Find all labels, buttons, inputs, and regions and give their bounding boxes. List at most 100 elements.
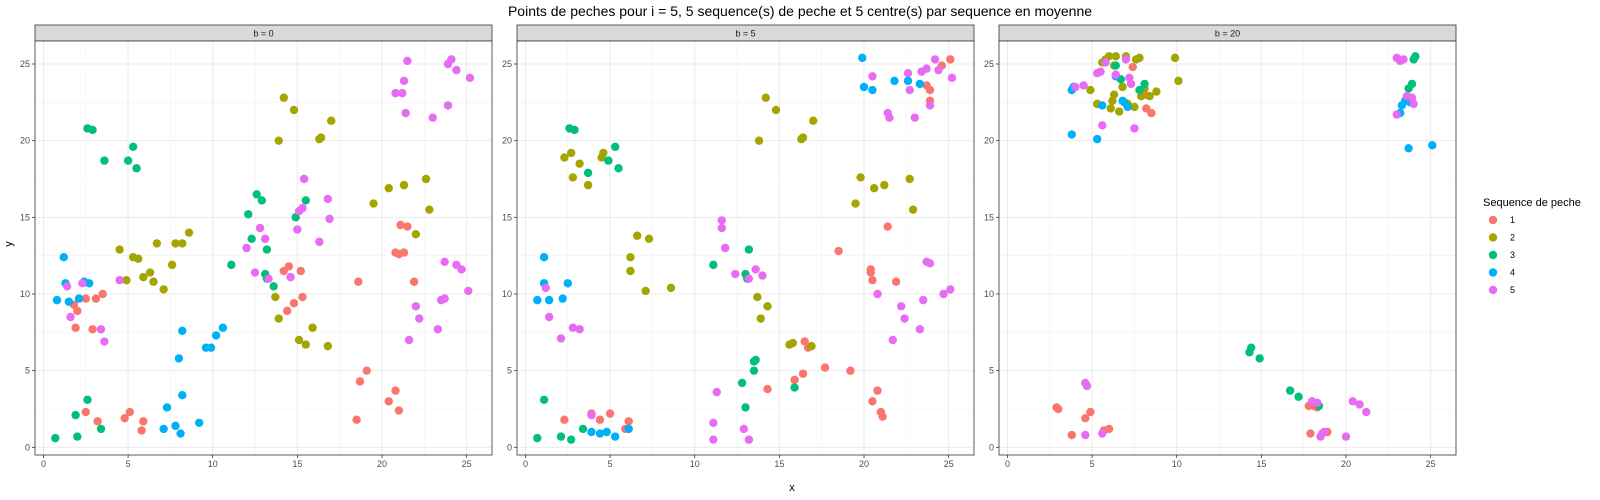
data-point-seq-2 — [274, 136, 283, 145]
x-tick-label: 5 — [608, 459, 613, 469]
data-point-seq-2 — [788, 338, 798, 348]
data-point-seq-1 — [878, 412, 887, 421]
data-point-seq-3 — [709, 260, 718, 270]
data-point-seq-5 — [78, 279, 87, 288]
data-point-seq-3 — [100, 156, 109, 165]
data-point-seq-5 — [751, 265, 760, 274]
data-point-seq-5 — [717, 216, 727, 225]
data-point-seq-5 — [873, 289, 882, 299]
data-point-seq-4 — [84, 279, 94, 288]
x-tick-label: 25 — [462, 459, 472, 469]
data-point-seq-4 — [194, 418, 204, 427]
x-tick-label: 10 — [1172, 459, 1182, 469]
data-point-seq-1 — [560, 415, 569, 424]
data-point-seq-2 — [763, 302, 772, 311]
data-point-seq-5 — [299, 174, 309, 184]
data-point-seq-5 — [925, 259, 935, 268]
data-point-seq-5 — [709, 418, 718, 427]
data-point-seq-5 — [100, 337, 109, 346]
legend-key-4 — [1488, 268, 1498, 277]
data-point-seq-2 — [568, 173, 578, 182]
data-point-seq-1 — [946, 55, 955, 64]
data-point-seq-1 — [394, 406, 404, 415]
data-point-seq-2 — [1111, 52, 1120, 61]
data-point-seq-1 — [98, 289, 107, 299]
y-tick-label: 25 — [20, 59, 30, 69]
data-point-seq-1 — [399, 248, 409, 257]
data-point-seq-5 — [1355, 400, 1364, 409]
data-point-seq-5 — [255, 223, 265, 233]
panel-border — [34, 40, 493, 456]
data-point-seq-2 — [583, 180, 593, 190]
data-point-seq-2 — [134, 254, 143, 263]
data-point-seq-2 — [599, 148, 608, 158]
data-point-seq-1 — [820, 363, 830, 372]
data-point-seq-4 — [859, 82, 869, 92]
data-point-seq-2 — [905, 174, 914, 184]
data-point-seq-5 — [934, 65, 943, 75]
data-point-seq-5 — [922, 64, 931, 73]
data-point-seq-2 — [139, 272, 148, 282]
y-tick-label: 10 — [20, 289, 30, 299]
data-point-seq-3 — [96, 424, 106, 434]
data-point-seq-1 — [891, 277, 901, 286]
data-point-seq-1 — [355, 377, 365, 386]
data-point-seq-3 — [1407, 79, 1417, 89]
x-tick-label: 0 — [41, 459, 46, 469]
data-point-seq-1 — [866, 268, 875, 277]
data-point-seq-2 — [798, 133, 808, 142]
data-point-seq-5 — [587, 410, 596, 420]
data-point-seq-3 — [83, 395, 92, 404]
data-point-seq-5 — [1101, 58, 1110, 67]
data-point-seq-5 — [1130, 124, 1139, 133]
data-point-seq-2 — [560, 153, 569, 162]
data-point-seq-4 — [178, 326, 187, 335]
y-tick-label: 5 — [989, 366, 994, 376]
data-point-seq-2 — [756, 314, 765, 323]
data-point-seq-4 — [890, 76, 899, 86]
data-point-seq-5 — [717, 223, 727, 233]
data-point-seq-2 — [1130, 102, 1139, 112]
data-point-seq-1 — [391, 386, 400, 395]
x-tick-label: 15 — [774, 459, 784, 469]
data-point-seq-4 — [587, 427, 596, 437]
data-point-seq-5 — [720, 243, 730, 253]
data-point-seq-4 — [533, 295, 542, 305]
data-point-seq-1 — [834, 246, 843, 256]
data-point-seq-2 — [145, 268, 155, 277]
data-point-seq-3 — [1135, 85, 1144, 95]
data-point-seq-3 — [51, 433, 60, 443]
x-tick-label: 0 — [1005, 459, 1010, 469]
data-point-seq-3 — [583, 168, 593, 178]
data-point-seq-1 — [137, 426, 146, 435]
data-point-seq-3 — [291, 213, 300, 222]
data-point-seq-5 — [62, 282, 72, 291]
data-point-seq-1 — [352, 415, 361, 424]
data-point-seq-5 — [242, 243, 251, 253]
data-point-seq-1 — [88, 325, 97, 334]
data-point-seq-3 — [132, 164, 141, 173]
data-point-seq-1 — [391, 248, 400, 257]
data-point-seq-3 — [610, 142, 620, 151]
x-tick-label: 10 — [690, 459, 700, 469]
data-point-seq-5 — [556, 334, 566, 343]
data-point-seq-3 — [262, 245, 272, 254]
data-point-seq-5 — [1070, 82, 1080, 92]
data-point-seq-4 — [178, 391, 187, 400]
data-point-seq-4 — [595, 429, 605, 438]
x-tick-label: 15 — [292, 459, 302, 469]
data-point-seq-5 — [286, 272, 295, 282]
y-tick-label: 25 — [984, 59, 994, 69]
y-tick-label: 0 — [25, 442, 30, 452]
data-point-seq-1 — [296, 266, 305, 276]
data-point-seq-5 — [433, 325, 443, 334]
data-point-seq-2 — [1086, 85, 1095, 95]
data-point-seq-3 — [247, 234, 256, 243]
data-point-seq-5 — [440, 294, 449, 303]
data-point-seq-1 — [282, 306, 292, 316]
y-tick-label: 5 — [25, 366, 30, 376]
data-point-seq-2 — [1114, 107, 1124, 116]
data-point-seq-5 — [1341, 432, 1351, 441]
x-tick-label: 25 — [944, 459, 954, 469]
data-point-seq-1 — [800, 337, 809, 346]
